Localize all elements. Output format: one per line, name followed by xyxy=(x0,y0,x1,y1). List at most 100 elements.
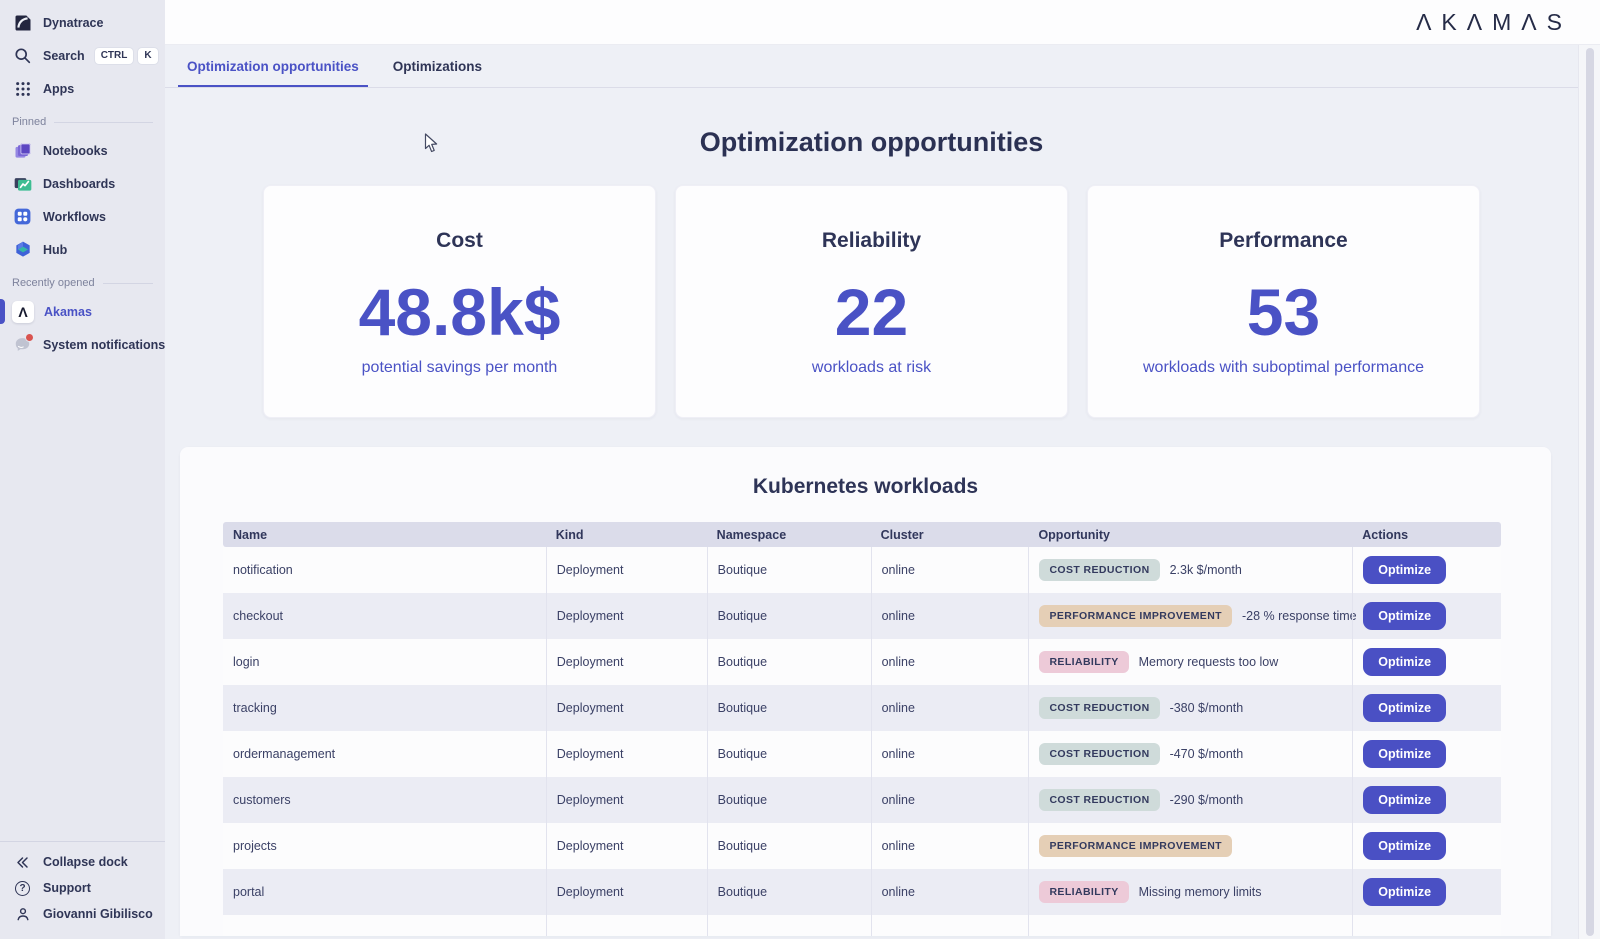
cell-opportunity: COST REDUCTION -470 $/month xyxy=(1028,731,1352,777)
table-row: login Deployment Boutique online RELIABI… xyxy=(223,639,1501,685)
workflows-icon xyxy=(12,206,33,227)
panel-title: Kubernetes workloads xyxy=(180,447,1551,501)
cell-kind: Deployment xyxy=(546,731,707,777)
sidebar-item-system-notifications[interactable]: System notifications xyxy=(0,328,165,361)
user-menu[interactable]: Giovanni Gibilisco xyxy=(0,901,165,927)
card-value: 48.8k$ xyxy=(264,279,655,345)
sidebar-item-label: Workflows xyxy=(43,210,106,224)
main-area: ΛKΛMΛS Optimization opportunities Optimi… xyxy=(165,0,1600,939)
sidebar-item-dynatrace[interactable]: Dynatrace xyxy=(0,6,165,39)
cell-kind: Deployment xyxy=(546,593,707,639)
optimize-button[interactable]: Optimize xyxy=(1363,556,1446,584)
section-label-text: Pinned xyxy=(12,116,46,128)
opportunity-detail: Memory requests too low xyxy=(1139,655,1279,669)
page-content: Optimization opportunities Cost 48.8k$ p… xyxy=(165,88,1578,939)
sidebar-item-notebooks[interactable]: Notebooks xyxy=(0,134,165,167)
cell-kind: Deployment xyxy=(546,547,707,593)
cell-actions: Optimize xyxy=(1352,869,1501,915)
opportunity-badge: PERFORMANCE IMPROVEMENT xyxy=(1039,835,1232,857)
sidebar-item-label: Search xyxy=(43,49,85,63)
tab-optimization-opportunities[interactable]: Optimization opportunities xyxy=(187,59,359,87)
cell-name: tracking xyxy=(223,685,546,731)
dynatrace-logo-icon xyxy=(12,12,33,33)
card-caption: potential savings per month xyxy=(264,359,655,377)
optimize-button[interactable]: Optimize xyxy=(1363,740,1446,768)
sidebar-item-label: Hub xyxy=(43,243,67,257)
optimize-button[interactable]: Optimize xyxy=(1363,786,1446,814)
cell-namespace: Boutique xyxy=(707,593,871,639)
cell-opportunity: COST REDUCTION -380 $/month xyxy=(1028,685,1352,731)
sidebar-item-hub[interactable]: Hub xyxy=(0,233,165,266)
app-window: Dynatrace Search CTRL K Apps Pinned xyxy=(0,0,1600,939)
collapse-dock-button[interactable]: Collapse dock xyxy=(0,849,165,875)
card-caption: workloads with suboptimal performance xyxy=(1088,359,1479,377)
sidebar-item-label: Notebooks xyxy=(43,144,108,158)
sidebar-item-label: Collapse dock xyxy=(43,855,128,869)
sidebar-bottom: Collapse dock ? Support Giovanni Gibilis… xyxy=(0,841,165,939)
hub-icon xyxy=(12,239,33,260)
help-icon: ? xyxy=(12,878,33,899)
page-title: Optimization opportunities xyxy=(165,128,1578,156)
table-body: notification Deployment Boutique online … xyxy=(223,547,1501,936)
cell-opportunity: PERFORMANCE IMPROVEMENT -28 % response t… xyxy=(1028,593,1352,639)
optimize-button[interactable]: Optimize xyxy=(1363,648,1446,676)
optimize-button[interactable]: Optimize xyxy=(1363,878,1446,906)
cell-cluster: online xyxy=(871,593,1029,639)
cell-kind: Deployment xyxy=(546,777,707,823)
cell-name: portal xyxy=(223,869,546,915)
keycap-ctrl: CTRL xyxy=(95,48,134,64)
cell-namespace: Boutique xyxy=(707,869,871,915)
summary-cards: Cost 48.8k$ potential savings per month … xyxy=(165,185,1578,418)
sidebar-item-label: Support xyxy=(43,881,91,895)
sidebar-item-label: Dynatrace xyxy=(43,16,103,30)
support-button[interactable]: ? Support xyxy=(0,875,165,901)
cell-namespace: Boutique xyxy=(707,547,871,593)
opportunity-detail: -380 $/month xyxy=(1170,701,1244,715)
sidebar-item-label: System notifications xyxy=(43,338,165,352)
cell-cluster: online xyxy=(871,685,1029,731)
cell-name: checkout xyxy=(223,593,546,639)
cell-actions: Optimize xyxy=(1352,731,1501,777)
sidebar-section-pinned: Pinned xyxy=(0,105,165,134)
table-row: tracking Deployment Boutique online COST… xyxy=(223,685,1501,731)
scrollbar-track[interactable] xyxy=(1578,45,1600,939)
sidebar-item-apps[interactable]: Apps xyxy=(0,72,165,105)
tab-optimizations[interactable]: Optimizations xyxy=(393,59,482,87)
card-value: 53 xyxy=(1088,279,1479,345)
cell-namespace: Boutique xyxy=(707,639,871,685)
sidebar-item-dashboards[interactable]: Dashboards xyxy=(0,167,165,200)
sidebar-item-workflows[interactable]: Workflows xyxy=(0,200,165,233)
cell-name: projects xyxy=(223,823,546,869)
table-row: checkout Deployment Boutique online PERF… xyxy=(223,593,1501,639)
optimize-button[interactable]: Optimize xyxy=(1363,602,1446,630)
cell-name: login xyxy=(223,639,546,685)
cell-actions: Optimize xyxy=(1352,823,1501,869)
column-header-cluster: Cluster xyxy=(871,522,1029,547)
cell-namespace: Boutique xyxy=(707,823,871,869)
table-header-row: Name Kind Namespace Cluster Opportunity … xyxy=(223,522,1501,547)
app-header: ΛKΛMΛS xyxy=(165,0,1600,45)
sidebar-item-akamas[interactable]: Λ Akamas xyxy=(0,295,165,328)
column-header-kind: Kind xyxy=(546,522,707,547)
cell-namespace: Boutique xyxy=(707,685,871,731)
sidebar-item-label: Akamas xyxy=(44,305,92,319)
opportunity-badge: COST REDUCTION xyxy=(1039,697,1159,719)
optimize-button[interactable]: Optimize xyxy=(1363,832,1446,860)
notifications-icon xyxy=(12,334,33,355)
cell-opportunity: PERFORMANCE IMPROVEMENT xyxy=(1028,823,1352,869)
dashboards-icon xyxy=(12,173,33,194)
scrollbar-thumb[interactable] xyxy=(1586,48,1594,936)
optimize-button[interactable]: Optimize xyxy=(1363,694,1446,722)
opportunity-detail: -290 $/month xyxy=(1170,793,1244,807)
cell-namespace: Boutique xyxy=(707,777,871,823)
workloads-table: Name Kind Namespace Cluster Opportunity … xyxy=(223,522,1501,936)
card-caption: workloads at risk xyxy=(676,359,1067,377)
cell-kind: Deployment xyxy=(546,639,707,685)
keycap-k: K xyxy=(138,48,157,64)
sidebar-item-search[interactable]: Search CTRL K xyxy=(0,39,165,72)
table-row: notification Deployment Boutique online … xyxy=(223,547,1501,593)
table-row: portal Deployment Boutique online RELIAB… xyxy=(223,869,1501,915)
sidebar-item-label: Dashboards xyxy=(43,177,115,191)
opportunity-badge: RELIABILITY xyxy=(1039,881,1128,903)
column-header-name: Name xyxy=(223,522,546,547)
